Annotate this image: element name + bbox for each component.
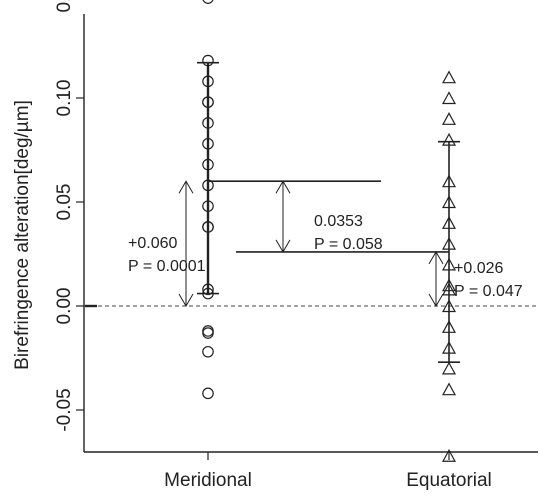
data-point-circle xyxy=(202,179,214,192)
meridional-change-arrow xyxy=(178,180,194,307)
difference-arrow-head-top xyxy=(275,180,291,194)
annotation-meridional-line-2: P = 0.0001 xyxy=(128,258,206,275)
data-point-circle xyxy=(202,117,214,129)
y-tick-label: -0.05 xyxy=(54,388,75,431)
data-point-circle xyxy=(202,96,214,108)
data-point-triangle xyxy=(441,382,457,396)
data-point-triangle xyxy=(441,449,457,462)
difference-arrow-head-bottom xyxy=(275,239,291,253)
annotation-difference-line-1: 0.0353 xyxy=(314,213,363,230)
data-point-triangle xyxy=(441,174,457,188)
annotation-difference-line-2: P = 0.058 xyxy=(314,236,383,253)
data-point-circle xyxy=(202,327,214,339)
data-point-triangle xyxy=(441,282,457,296)
annotations xyxy=(178,180,449,307)
data-point-circle xyxy=(202,54,214,67)
data-point-triangle xyxy=(441,236,457,250)
y-axis-title: Birefringence alteration[deg/µm] xyxy=(12,100,33,370)
data-point-triangle xyxy=(441,278,457,292)
data-point-circle xyxy=(202,75,214,88)
annotation-equatorial-line-2: P = 0.047 xyxy=(454,283,523,300)
annotation-meridional-line-1: +0.060 xyxy=(128,235,177,252)
annotation-equatorial-line-1: +0.026 xyxy=(454,260,503,277)
y-tick-label: 0.10 xyxy=(54,80,75,117)
data-point-triangle xyxy=(441,195,457,209)
data-point-triangle xyxy=(441,132,457,146)
data-point-triangle xyxy=(441,216,457,229)
chart-texts: 0.15 0.10 0.05 0.00 -0.05 Meridional Equatoria… xyxy=(12,0,523,491)
equatorial-change-arrow xyxy=(428,250,444,307)
data-point-triangle xyxy=(441,112,457,125)
equatorial-change-arrow-head-bottom xyxy=(428,293,444,307)
data-point-circle xyxy=(202,287,214,300)
data-points xyxy=(197,0,460,462)
equatorial-change-arrow-head-top xyxy=(428,250,444,265)
y-tick-label: 0.15 xyxy=(54,0,75,12)
data-point-triangle xyxy=(441,340,457,354)
data-point-circle xyxy=(202,221,214,233)
meridional-change-arrow-head-top xyxy=(178,180,194,194)
meridional-change-arrow-head-bottom xyxy=(178,293,194,307)
y-tick-label: 0.05 xyxy=(54,184,75,221)
axes xyxy=(76,14,538,460)
x-tick-label-equatorial: Equatorial xyxy=(406,470,492,491)
data-point-triangle xyxy=(441,361,457,375)
data-point-circle xyxy=(202,283,214,296)
data-point-triangle xyxy=(441,257,457,271)
data-point-circle xyxy=(202,0,214,4)
data-point-triangle xyxy=(441,70,457,84)
data-point-circle xyxy=(202,200,214,212)
data-point-triangle xyxy=(441,320,457,333)
data-point-triangle xyxy=(441,91,457,105)
data-point-circle xyxy=(202,345,214,358)
data-point-circle xyxy=(202,158,214,171)
data-point-triangle xyxy=(441,299,457,313)
x-tick-label-meridional: Meridional xyxy=(164,470,252,491)
difference-arrow xyxy=(275,180,291,253)
data-point-circle xyxy=(202,387,214,400)
y-tick-label: 0.00 xyxy=(54,288,75,325)
data-point-circle xyxy=(202,137,214,150)
